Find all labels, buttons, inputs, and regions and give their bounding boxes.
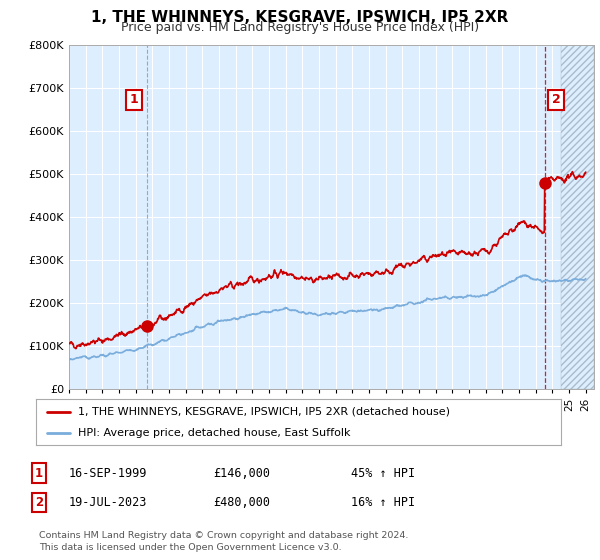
Text: 16-SEP-1999: 16-SEP-1999 xyxy=(69,466,148,480)
Text: 45% ↑ HPI: 45% ↑ HPI xyxy=(351,466,415,480)
Text: 1, THE WHINNEYS, KESGRAVE, IPSWICH, IP5 2XR (detached house): 1, THE WHINNEYS, KESGRAVE, IPSWICH, IP5 … xyxy=(78,407,450,417)
Text: 19-JUL-2023: 19-JUL-2023 xyxy=(69,496,148,509)
Text: 1: 1 xyxy=(130,94,139,106)
Text: 2: 2 xyxy=(35,496,43,509)
Text: £480,000: £480,000 xyxy=(213,496,270,509)
Bar xyxy=(560,45,594,389)
Text: Contains HM Land Registry data © Crown copyright and database right 2024.: Contains HM Land Registry data © Crown c… xyxy=(39,531,409,540)
Text: 2: 2 xyxy=(552,94,561,106)
Text: £146,000: £146,000 xyxy=(213,466,270,480)
Text: 16% ↑ HPI: 16% ↑ HPI xyxy=(351,496,415,509)
Bar xyxy=(560,45,594,389)
Text: Price paid vs. HM Land Registry's House Price Index (HPI): Price paid vs. HM Land Registry's House … xyxy=(121,21,479,34)
Text: HPI: Average price, detached house, East Suffolk: HPI: Average price, detached house, East… xyxy=(78,428,350,438)
Text: 1, THE WHINNEYS, KESGRAVE, IPSWICH, IP5 2XR: 1, THE WHINNEYS, KESGRAVE, IPSWICH, IP5 … xyxy=(91,10,509,25)
Text: This data is licensed under the Open Government Licence v3.0.: This data is licensed under the Open Gov… xyxy=(39,543,341,552)
Text: 1: 1 xyxy=(35,466,43,480)
